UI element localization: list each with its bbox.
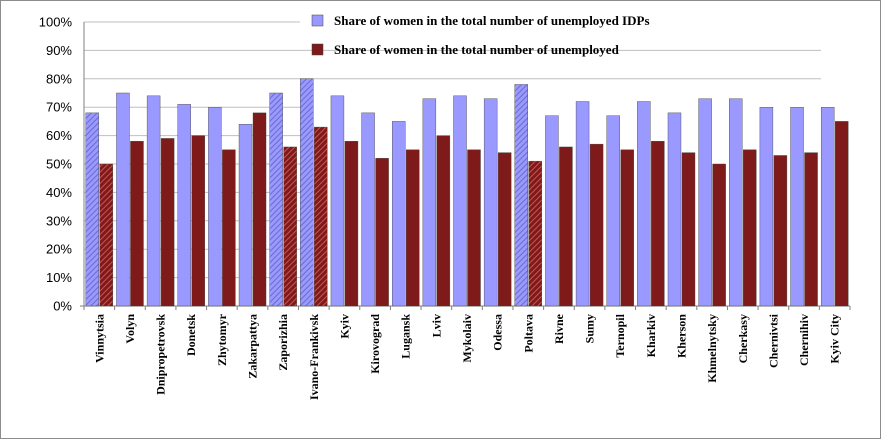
bar-idp xyxy=(575,101,590,307)
legend-swatch xyxy=(311,14,324,27)
bar-total xyxy=(528,160,542,307)
bar-total xyxy=(497,152,512,307)
bar-idp xyxy=(238,124,253,307)
x-tick-label: Kyiv City xyxy=(828,314,842,364)
legend: Share of women in the total number of un… xyxy=(311,13,650,57)
y-tick-label: 40% xyxy=(46,185,72,200)
bar-idp xyxy=(177,104,191,307)
bar-total xyxy=(252,112,267,307)
bar-total xyxy=(375,158,389,307)
bar-total xyxy=(344,141,359,307)
bar-idp xyxy=(269,92,283,307)
bar-total xyxy=(559,146,573,307)
bar-idp xyxy=(85,112,100,307)
y-tick-label: 10% xyxy=(46,270,72,285)
bar-total xyxy=(834,121,849,307)
bar-idp xyxy=(514,84,528,307)
y-tick-label: 50% xyxy=(46,157,72,172)
bar-idp xyxy=(759,106,774,307)
x-tick-label: Rivne xyxy=(552,313,566,344)
bar-idp xyxy=(667,112,682,307)
bar-total xyxy=(130,141,144,307)
bar-total xyxy=(743,149,757,307)
legend-swatch xyxy=(311,43,324,56)
bar-idp xyxy=(820,106,835,307)
x-tick-label: Poltava xyxy=(521,314,535,353)
x-tick-label: Volyn xyxy=(123,314,137,344)
x-tick-label: Donetsk xyxy=(184,314,198,356)
bar-idp xyxy=(545,115,559,307)
x-tick-label: Dnipropetrovsk xyxy=(154,314,168,395)
bar-total xyxy=(160,138,175,307)
y-tick-label: 30% xyxy=(46,213,72,228)
bar-idp xyxy=(698,98,712,307)
bar-idp xyxy=(146,95,161,307)
y-tick-label: 70% xyxy=(46,100,72,115)
bar-total xyxy=(436,135,451,307)
x-tick-label: Cherkasy xyxy=(736,314,750,363)
x-tick-label: Mykolaiv xyxy=(460,314,474,363)
legend-label: Share of women in the total number of un… xyxy=(334,42,620,57)
y-tick-label: 0% xyxy=(53,299,72,314)
bar-total xyxy=(620,149,634,307)
x-tick-label: Kyiv xyxy=(337,314,351,339)
y-tick-label: 20% xyxy=(46,242,72,257)
x-tick-label: Odessa xyxy=(491,314,505,351)
bar-total xyxy=(804,152,818,307)
bar-idp xyxy=(729,98,743,307)
bar-total xyxy=(191,135,205,307)
x-tick-label: Vinnytsia xyxy=(92,314,106,363)
x-tick-label: Chernihiv xyxy=(797,314,811,366)
bar-total xyxy=(773,155,788,307)
bar-idp xyxy=(392,121,406,307)
x-tick-label: Kherson xyxy=(674,314,688,358)
x-tick-label: Sumy xyxy=(583,314,597,343)
bar-idp xyxy=(208,106,222,307)
y-tick-label: 100% xyxy=(39,15,73,30)
x-tick-label: Zaporizhia xyxy=(276,314,290,371)
bar-idp xyxy=(116,92,130,307)
bar-idp xyxy=(637,101,651,307)
bar-total xyxy=(222,149,236,307)
bar-idp xyxy=(606,115,620,307)
bar-idp xyxy=(483,98,498,307)
legend-label: Share of women in the total number of un… xyxy=(334,13,650,28)
y-tick-label: 60% xyxy=(46,128,72,143)
bar-total xyxy=(283,146,297,307)
bar-total xyxy=(467,149,481,307)
x-tick-label: Khmelnytsky xyxy=(705,314,719,383)
bar-total xyxy=(651,141,665,307)
bar-idp xyxy=(790,106,804,307)
y-tick-label: 90% xyxy=(46,43,72,58)
x-tick-label: Lviv xyxy=(429,314,443,337)
x-tick-label: Chernivtsi xyxy=(766,313,780,368)
bar-idp xyxy=(300,78,314,307)
bar-idp xyxy=(453,95,467,307)
bar-idp xyxy=(422,98,437,307)
bar-total xyxy=(314,126,328,307)
bar-idp xyxy=(330,95,345,307)
bar-total xyxy=(406,149,420,307)
bar-total xyxy=(712,163,726,307)
x-tick-label: Ternopil xyxy=(613,313,627,357)
bar-total xyxy=(99,163,114,307)
x-tick-label: Kirovograd xyxy=(368,314,382,374)
x-tick-label: Ivano-Frankivsk xyxy=(307,314,321,400)
x-tick-label: Kharkiv xyxy=(644,314,658,357)
x-tick-label: Zhytomyr xyxy=(215,313,229,366)
bar-total xyxy=(589,143,604,307)
x-tick-label: Zakarpattya xyxy=(246,314,260,379)
bar-total xyxy=(681,152,696,307)
bar-idp xyxy=(361,112,375,307)
y-tick-label: 80% xyxy=(46,71,72,86)
x-tick-label: Lugansk xyxy=(399,314,413,359)
